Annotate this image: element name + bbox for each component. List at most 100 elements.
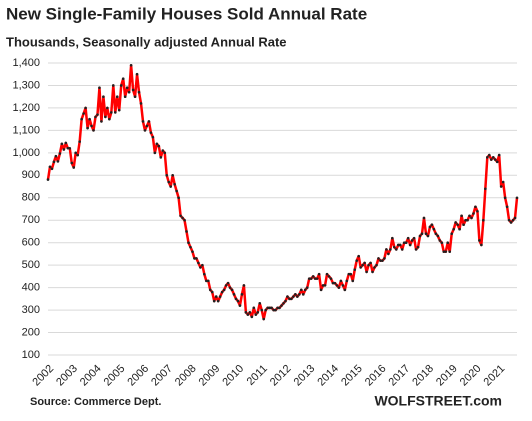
x-tick-label: 2021 (482, 363, 508, 389)
data-point (195, 257, 198, 260)
data-point (396, 243, 400, 247)
data-point (393, 245, 396, 249)
data-point (387, 252, 390, 256)
data-point (143, 129, 147, 132)
data-point (329, 277, 333, 280)
data-point (438, 239, 442, 242)
data-point (208, 288, 212, 292)
data-point (309, 277, 313, 280)
data-point (430, 223, 434, 227)
data-point (303, 288, 307, 292)
data-point (446, 241, 450, 244)
data-point (147, 120, 151, 123)
data-point (379, 259, 382, 262)
data-point (110, 111, 113, 114)
data-point (361, 263, 364, 267)
y-tick-label: 800 (22, 192, 40, 204)
data-point (331, 281, 335, 285)
chart-subtitle: Thousands, Seasonally adjusted Annual Ra… (6, 34, 287, 49)
y-tick-label: 200 (22, 326, 40, 338)
data-point (400, 248, 404, 251)
data-point (210, 290, 214, 294)
data-point (149, 131, 153, 134)
data-point (86, 126, 89, 130)
y-tick-label: 700 (22, 214, 40, 226)
data-point (76, 153, 79, 157)
data-point (189, 245, 192, 249)
data-point (327, 275, 331, 278)
data-point (248, 311, 252, 314)
data-point (408, 243, 412, 247)
data-point (234, 297, 238, 301)
data-point (495, 160, 499, 164)
x-tick-label: 2007 (149, 363, 175, 389)
data-point (258, 302, 262, 305)
data-point (394, 248, 398, 251)
data-point (432, 227, 436, 231)
data-point (367, 263, 370, 267)
x-tick-label: 2003 (54, 363, 80, 389)
x-tick-label: 2014 (315, 363, 341, 389)
data-point (418, 234, 422, 238)
y-tick-label: 500 (22, 259, 40, 271)
data-point (254, 313, 258, 316)
data-point (416, 245, 420, 249)
data-point (369, 261, 372, 265)
y-tick-label: 900 (22, 169, 40, 181)
data-point (489, 158, 493, 161)
data-point (464, 218, 467, 222)
x-tick-label: 2012 (268, 363, 294, 389)
data-point (351, 279, 355, 283)
x-tick-label: 2004 (78, 363, 104, 389)
y-tick-label: 1,100 (12, 124, 40, 136)
data-point (268, 306, 271, 310)
data-point (280, 304, 283, 307)
x-tick-label: 2017 (387, 363, 413, 389)
data-point (222, 288, 226, 292)
data-point (414, 248, 418, 251)
data-point (442, 250, 446, 253)
data-point (377, 257, 380, 260)
data-point (203, 272, 206, 276)
data-point (100, 120, 103, 123)
data-point (428, 225, 432, 229)
data-point (301, 293, 305, 296)
data-point (155, 142, 159, 146)
data-point (353, 268, 357, 271)
data-point (412, 236, 416, 240)
data-point (165, 174, 169, 177)
data-point (84, 106, 87, 110)
data-point (333, 281, 337, 285)
data-point (497, 153, 501, 157)
x-tick-label: 2009 (197, 363, 223, 389)
data-point (220, 290, 224, 294)
data-point (313, 277, 317, 280)
data-point (80, 117, 83, 121)
data-point (468, 214, 471, 218)
y-tick-label: 300 (22, 304, 40, 316)
data-point (161, 149, 165, 152)
data-point (452, 227, 455, 231)
source-note: Source: Commerce Dept. (30, 396, 161, 408)
data-point (123, 95, 127, 98)
data-point (92, 129, 95, 132)
data-point (371, 270, 374, 274)
data-point (58, 152, 62, 155)
x-tick-label: 2008 (173, 363, 199, 389)
y-tick-label: 100 (22, 349, 40, 361)
data-point (406, 236, 410, 240)
data-point (127, 90, 131, 94)
x-tick-label: 2015 (339, 363, 365, 389)
data-point (135, 72, 139, 76)
data-point (448, 250, 452, 253)
data-point (151, 135, 155, 139)
data-point (106, 106, 109, 110)
data-point (450, 232, 453, 236)
data-point (458, 227, 461, 231)
data-point (185, 230, 188, 233)
data-point (404, 241, 408, 244)
data-point (398, 243, 402, 247)
data-point (299, 288, 303, 292)
data-point (179, 214, 182, 218)
